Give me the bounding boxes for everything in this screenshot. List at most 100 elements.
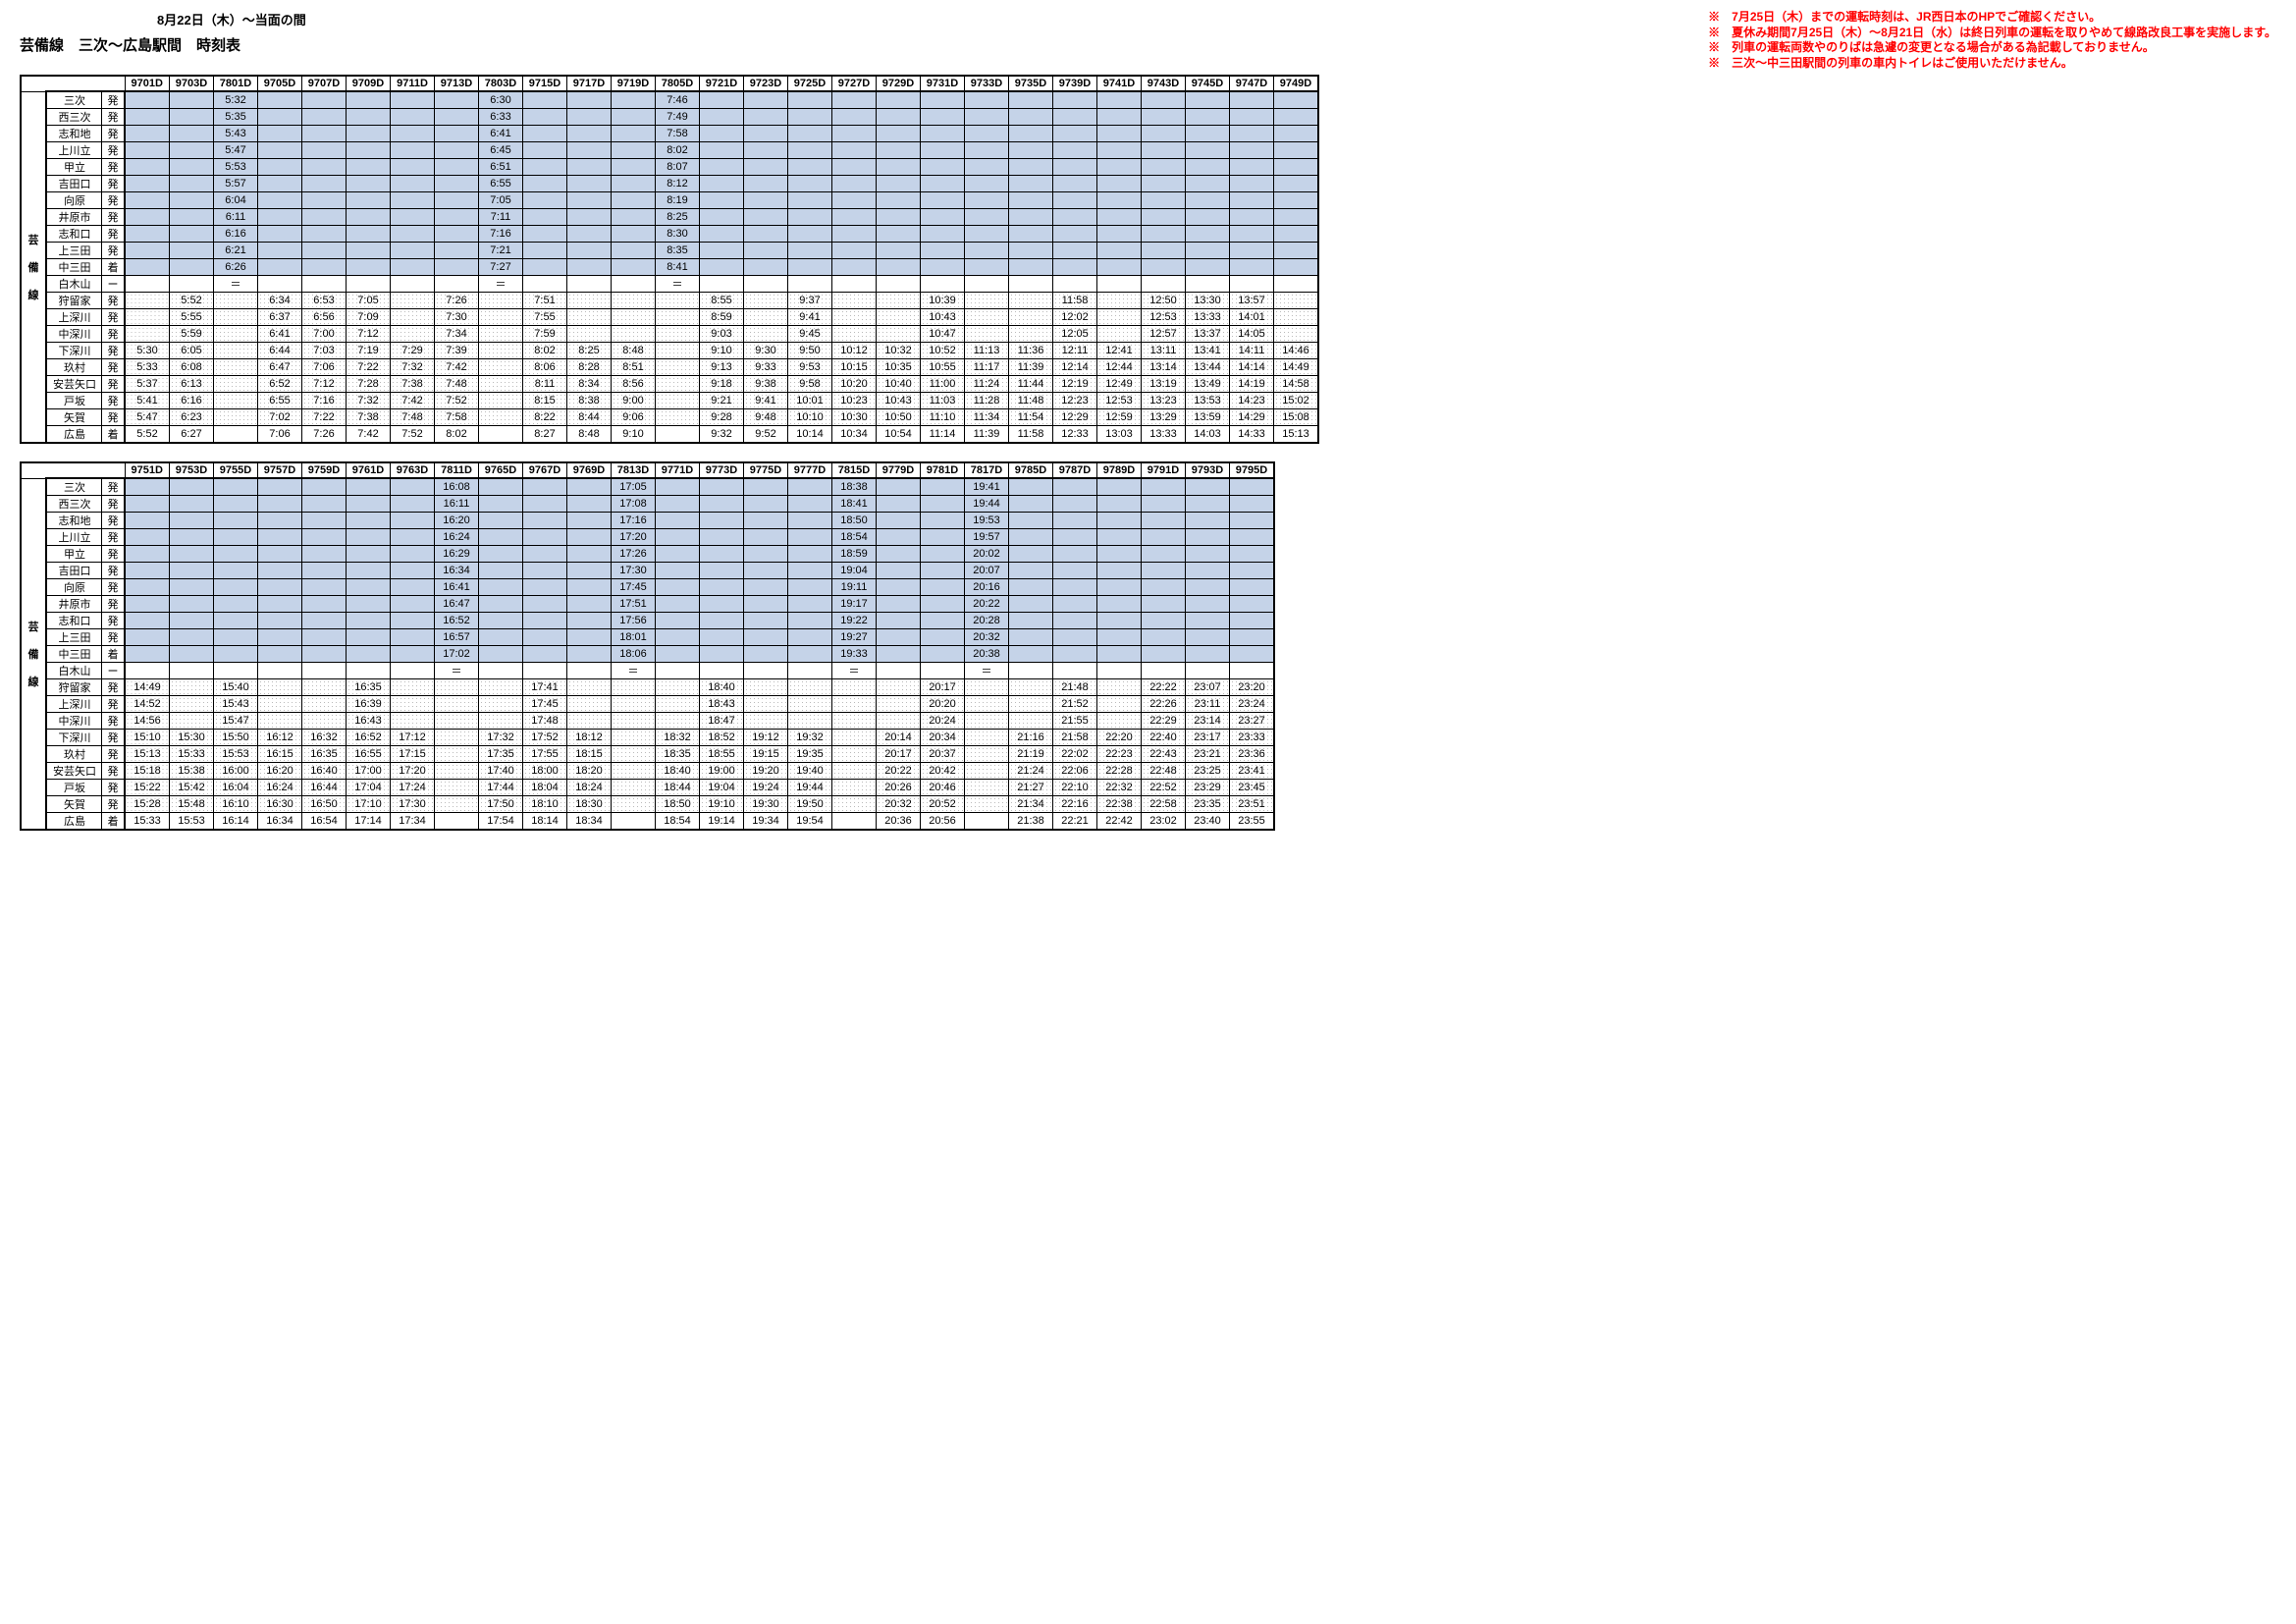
time-cell: 17:30: [391, 796, 435, 813]
time-cell: 22:10: [1053, 780, 1097, 796]
time-cell: 9:13: [700, 359, 744, 376]
time-cell: [1230, 276, 1274, 293]
time-cell: 10:40: [877, 376, 921, 393]
time-cell: [656, 679, 700, 696]
time-cell: [1097, 142, 1142, 159]
time-cell: 6:16: [170, 393, 214, 409]
time-cell: [1053, 192, 1097, 209]
time-cell: 9:10: [612, 426, 656, 444]
time-cell: 19:44: [788, 780, 832, 796]
time-cell: [1097, 192, 1142, 209]
time-cell: [1186, 646, 1230, 663]
time-cell: 6:41: [258, 326, 302, 343]
time-cell: 17:34: [391, 813, 435, 831]
time-cell: [567, 478, 612, 496]
time-cell: [1097, 513, 1142, 529]
dep-arr-mark: 発: [102, 746, 126, 763]
time-cell: 23:27: [1230, 713, 1275, 730]
time-cell: 17:20: [612, 529, 656, 546]
time-cell: [1009, 613, 1053, 629]
time-cell: 20:14: [877, 730, 921, 746]
time-cell: [656, 309, 700, 326]
time-cell: 13:03: [1097, 426, 1142, 444]
time-cell: 6:53: [302, 293, 347, 309]
time-cell: [921, 546, 965, 563]
time-cell: 15:33: [125, 813, 170, 831]
time-cell: 12:59: [1097, 409, 1142, 426]
time-cell: 7:12: [302, 376, 347, 393]
time-cell: 6:26: [214, 259, 258, 276]
time-cell: 7:34: [435, 326, 479, 343]
time-cell: [965, 813, 1009, 831]
time-cell: [523, 496, 567, 513]
time-cell: [302, 679, 347, 696]
time-cell: [258, 713, 302, 730]
page-title: 芸備線 三次～広島駅間 時刻表: [20, 34, 306, 55]
time-cell: [347, 596, 391, 613]
time-cell: [744, 663, 788, 679]
time-cell: [1009, 159, 1053, 176]
time-cell: [1009, 192, 1053, 209]
time-cell: [302, 159, 347, 176]
dep-arr-mark: ー: [102, 663, 126, 679]
train-number: 9795D: [1230, 462, 1275, 478]
time-cell: [258, 646, 302, 663]
time-cell: 23:11: [1186, 696, 1230, 713]
time-cell: [832, 746, 877, 763]
time-cell: [921, 529, 965, 546]
time-cell: 9:41: [788, 309, 832, 326]
time-cell: 18:00: [523, 763, 567, 780]
time-cell: [302, 109, 347, 126]
time-cell: 12:50: [1142, 293, 1186, 309]
time-cell: [1009, 679, 1053, 696]
time-cell: [1009, 142, 1053, 159]
station-name: 志和口: [46, 226, 102, 243]
time-cell: [391, 696, 435, 713]
time-cell: [1142, 176, 1186, 192]
time-cell: [744, 596, 788, 613]
time-cell: 15:48: [170, 796, 214, 813]
train-number: 9787D: [1053, 462, 1097, 478]
time-cell: [1009, 646, 1053, 663]
time-cell: [1274, 126, 1319, 142]
time-cell: [1230, 259, 1274, 276]
time-cell: 8:25: [656, 209, 700, 226]
time-cell: 15:47: [214, 713, 258, 730]
time-cell: [965, 746, 1009, 763]
time-cell: 23:17: [1186, 730, 1230, 746]
time-cell: [170, 663, 214, 679]
time-cell: [788, 713, 832, 730]
time-cell: 16:04: [214, 780, 258, 796]
time-cell: 5:35: [214, 109, 258, 126]
time-cell: 19:54: [788, 813, 832, 831]
time-cell: 12:53: [1142, 309, 1186, 326]
time-cell: [125, 176, 170, 192]
time-cell: 6:33: [479, 109, 523, 126]
time-cell: [921, 596, 965, 613]
time-cell: [656, 646, 700, 663]
time-cell: 11:58: [1053, 293, 1097, 309]
time-cell: 9:48: [744, 409, 788, 426]
time-cell: [700, 226, 744, 243]
time-cell: [877, 713, 921, 730]
time-cell: [612, 243, 656, 259]
time-cell: 13:33: [1142, 426, 1186, 444]
time-cell: [1009, 326, 1053, 343]
time-cell: [612, 226, 656, 243]
time-cell: ＝: [214, 276, 258, 293]
time-cell: [1009, 176, 1053, 192]
time-cell: [523, 478, 567, 496]
time-cell: 16:10: [214, 796, 258, 813]
time-cell: [347, 159, 391, 176]
time-cell: 17:44: [479, 780, 523, 796]
time-cell: 6:44: [258, 343, 302, 359]
time-cell: 5:55: [170, 309, 214, 326]
time-cell: [1230, 563, 1275, 579]
time-cell: [479, 679, 523, 696]
time-cell: 9:21: [700, 393, 744, 409]
time-cell: [391, 243, 435, 259]
station-name: 井原市: [46, 209, 102, 226]
time-cell: [1274, 226, 1319, 243]
time-cell: [1186, 91, 1230, 109]
time-cell: [170, 679, 214, 696]
